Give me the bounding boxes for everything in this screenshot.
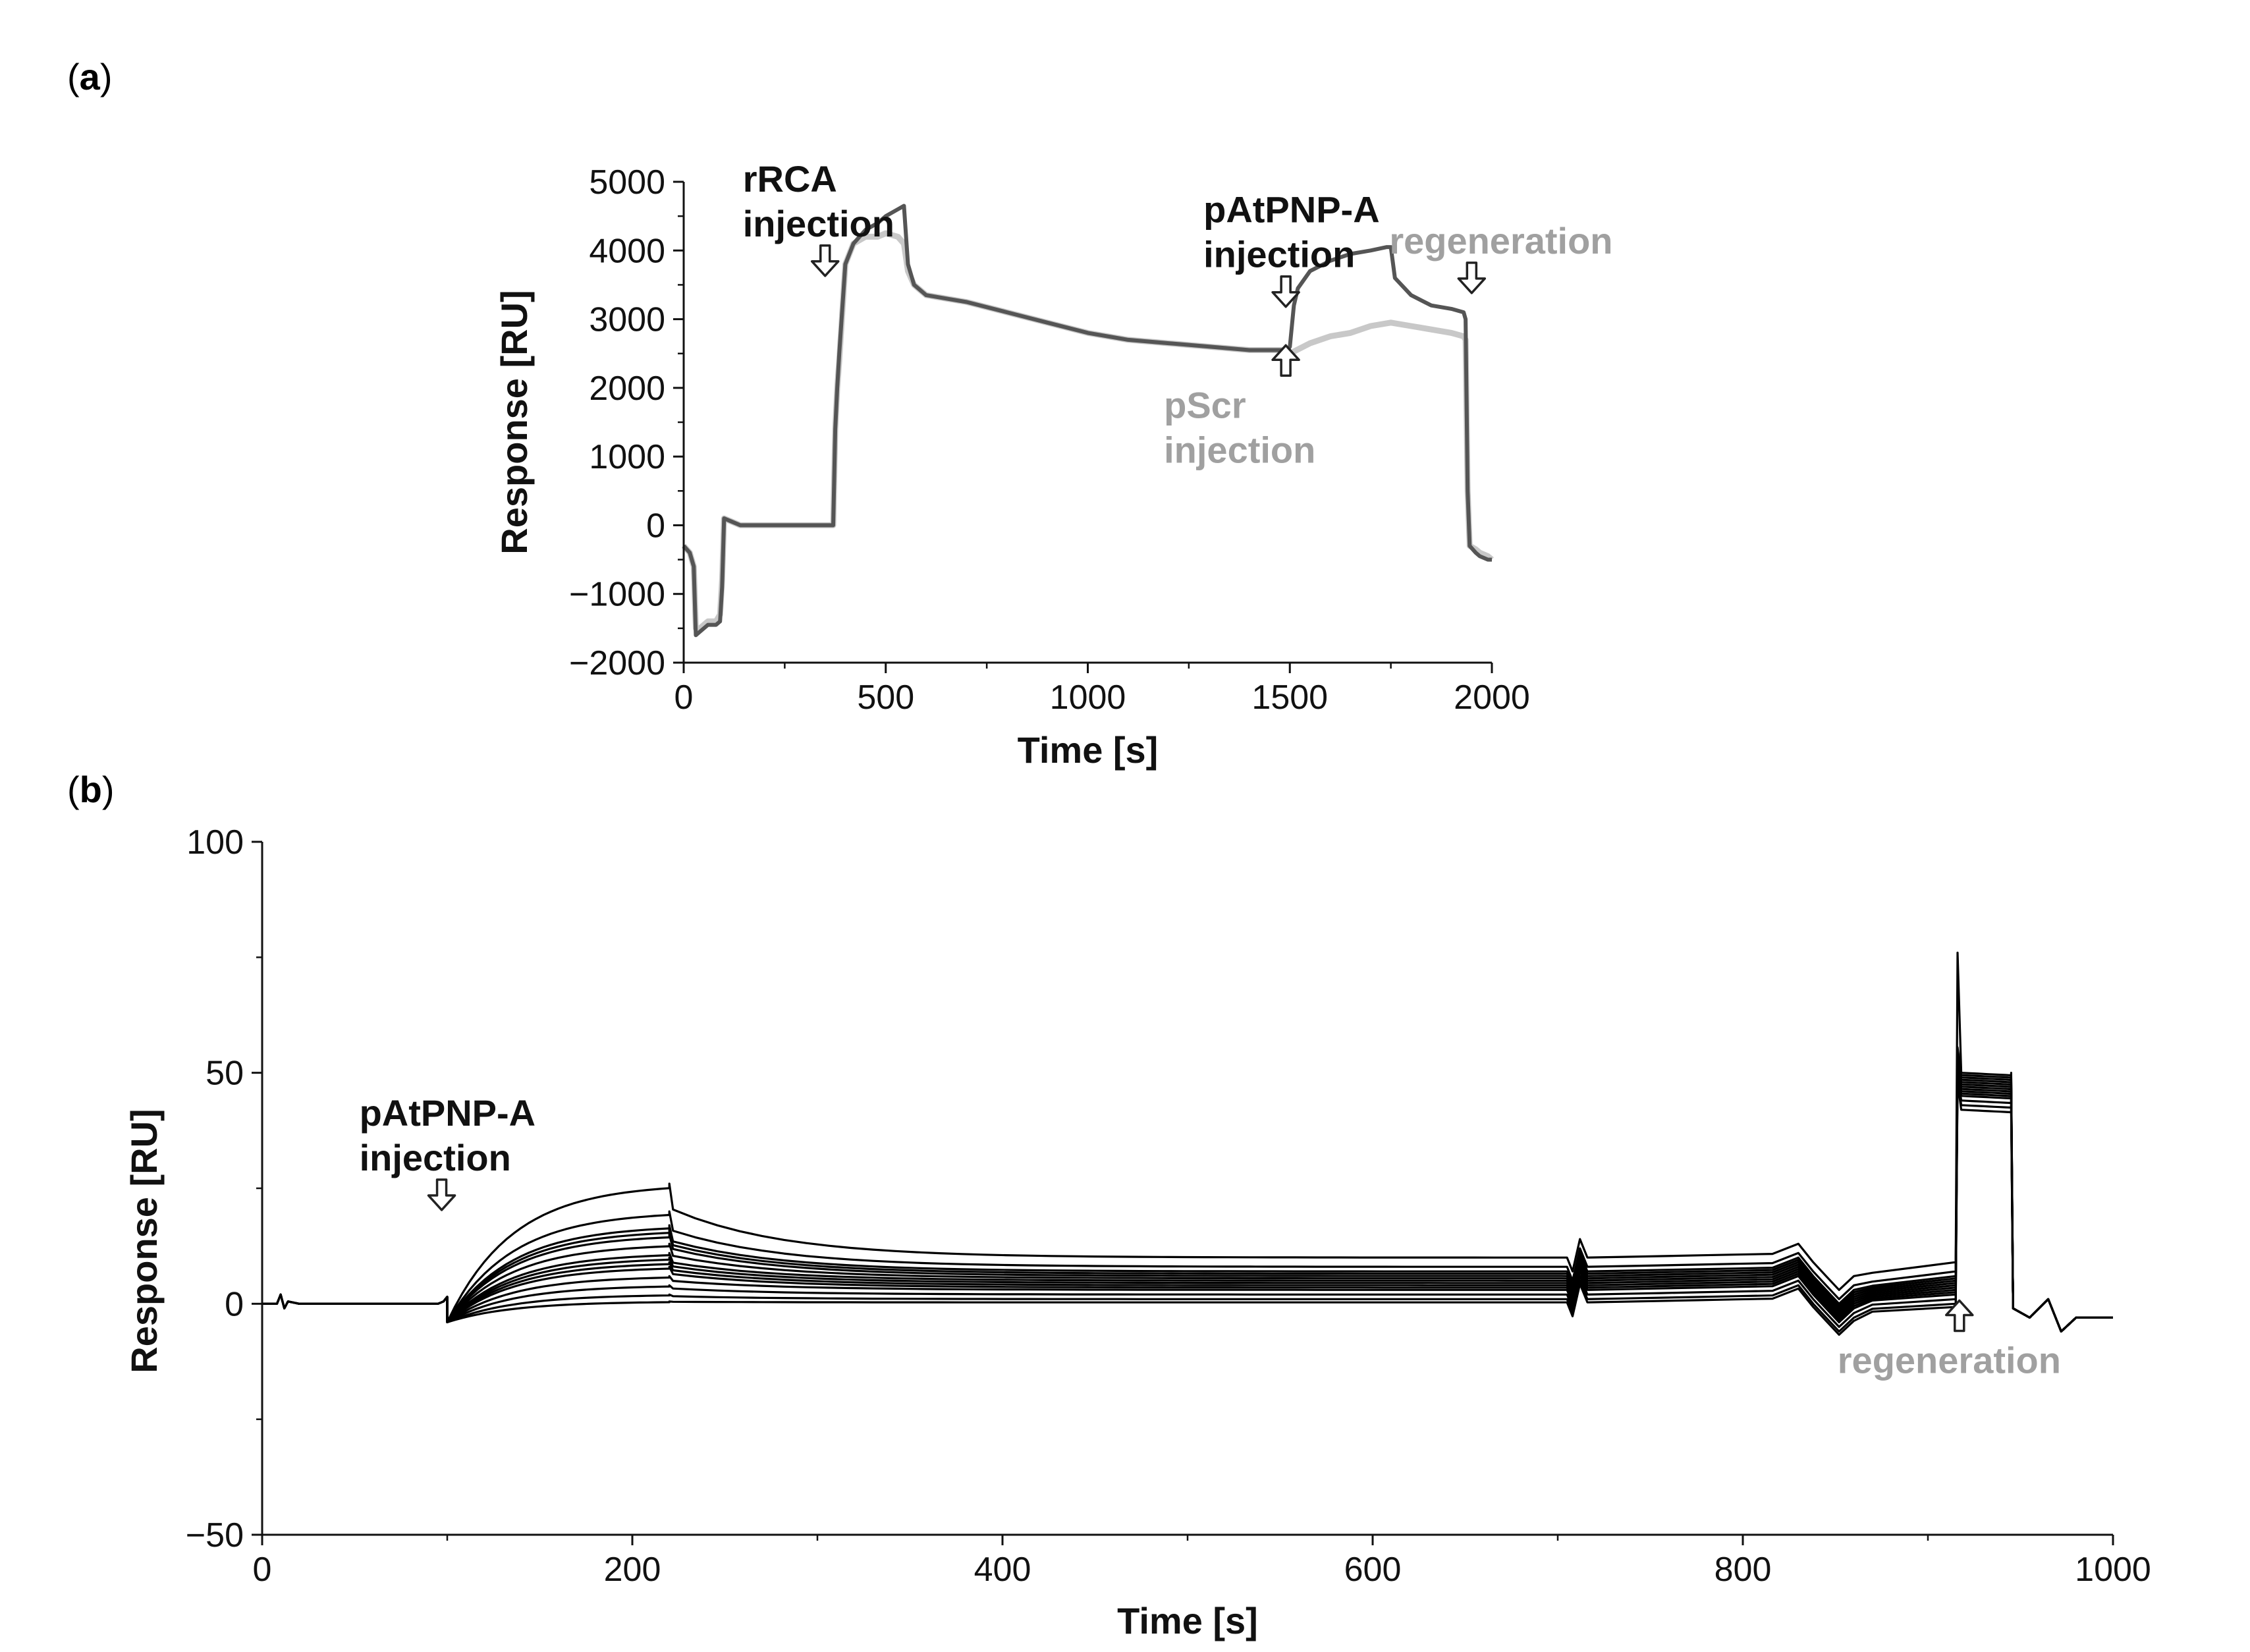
- panel-b-y-tick-label-0: −50: [186, 1516, 244, 1555]
- panel-a-label: (a): [67, 56, 112, 97]
- panel-b-series-10: [262, 1051, 2113, 1333]
- panel-a-y-tick-label-6: 4000: [589, 232, 665, 270]
- panel-b-series-0: [262, 1081, 2113, 1336]
- panel-b-annotation-arrow-0: [427, 1178, 456, 1211]
- panel-b-y-tick-label-3: 100: [186, 823, 244, 862]
- panel-a-annotation-text-1-0: pAtPNP-A: [1203, 189, 1380, 231]
- panel-a-annotation-arrow-1: [1271, 275, 1300, 308]
- panel-a-annotation-text-0-1: injection: [743, 203, 894, 244]
- panel-a-y-axis-title: Response [RU]: [493, 290, 535, 554]
- panel-b-annotation-text-1-0: regeneration: [1838, 1339, 2061, 1381]
- panel-a-annotation-text-3-1: injection: [1164, 429, 1315, 470]
- panel-b-series-7: [262, 1058, 2113, 1333]
- panel-b-series-9: [262, 1053, 2113, 1333]
- panel-a-y-tick-label-7: 5000: [589, 163, 665, 202]
- panel-b-annotation-text-0-1: injection: [360, 1137, 511, 1178]
- panel-a-axes: [682, 182, 1492, 664]
- panel-b-series-8: [262, 1055, 2113, 1333]
- panel-a-y-tick-label-4: 2000: [589, 370, 665, 408]
- panel-a-x-tick-label-2: 1000: [1050, 678, 1126, 717]
- panel-b-series-13: [262, 951, 2113, 1333]
- panel-a-annotation-text-0-0: rRCA: [743, 158, 837, 200]
- panel-a-x-tick-label-3: 1500: [1251, 678, 1328, 717]
- panel-b-x-tick-label-1: 200: [604, 1551, 661, 1589]
- panel-b-x-tick-label-5: 1000: [2075, 1551, 2151, 1589]
- panel-b-annotation-text-0-0: pAtPNP-A: [360, 1092, 536, 1134]
- panel-a-annotation-arrow-3: [1271, 344, 1300, 377]
- panel-b-y-tick-label-2: 50: [206, 1055, 244, 1093]
- panel-b-series-11: [262, 1049, 2113, 1333]
- panel-b-series-4: [262, 1064, 2113, 1333]
- panel-b-series-3: [262, 1067, 2113, 1333]
- panel-b-series-2: [262, 1072, 2113, 1333]
- panel-b-series-6: [262, 1060, 2113, 1333]
- panel-b-x-tick-label-4: 800: [1715, 1551, 1772, 1589]
- panel-b-y-tick-label-1: 0: [225, 1285, 244, 1323]
- panel-a-chart: 0 500 1000 1500 2000 −2000 −1000 0 1000 2000 3000 4…: [493, 158, 1613, 771]
- panel-a-y-tick-label-1: −1000: [569, 576, 665, 614]
- panel-b-x-tick-label-3: 600: [1344, 1551, 1402, 1589]
- panel-a-series-0: [681, 230, 1494, 632]
- panel-a-y-tick-label-2: 0: [646, 507, 665, 545]
- panel-b-series-1: [262, 1076, 2113, 1333]
- panel-a-y-tick-label-5: 3000: [589, 301, 665, 339]
- panel-a-annotation-arrow-0: [810, 244, 840, 277]
- panel-a-annotation-arrow-2: [1457, 262, 1487, 294]
- panel-b-x-tick-label-2: 400: [974, 1551, 1031, 1589]
- panel-a-ticks: 0 500 1000 1500 2000 −2000 −1000 0 1000 2000 3000 4…: [569, 163, 1530, 717]
- panel-b-y-axis-title: Response [RU]: [123, 1109, 165, 1373]
- panel-b-label: (b): [67, 769, 115, 810]
- panel-a-x-tick-label-4: 2000: [1454, 678, 1530, 717]
- panel-b-axes: [261, 842, 2113, 1536]
- panel-b-x-axis-title: Time [s]: [1117, 1600, 1258, 1641]
- panel-a-x-tick-label-0: 0: [674, 678, 694, 717]
- panel-b-series-group: [262, 951, 2113, 1336]
- panel-b-x-tick-label-0: 0: [253, 1551, 272, 1589]
- panel-a-x-tick-label-1: 500: [857, 678, 914, 717]
- panel-a-annotation-text-1-1: injection: [1203, 234, 1355, 275]
- panel-b-annotation-arrow-1: [1945, 1299, 1974, 1333]
- panel-a-series-1: [682, 204, 1492, 638]
- panel-a-series-group: [681, 204, 1494, 638]
- panel-b-series-5: [262, 1062, 2113, 1333]
- panel-a-y-tick-label-0: −2000: [569, 644, 665, 682]
- panel-a-annotation-text-3-0: pScr: [1164, 384, 1246, 426]
- panel-a-x-axis-title: Time [s]: [1018, 729, 1159, 771]
- panel-a-annotation-text-2-0: regeneration: [1389, 220, 1612, 262]
- panel-b-series-12: [262, 1046, 2113, 1333]
- panel-a-y-tick-label-3: 1000: [589, 438, 665, 476]
